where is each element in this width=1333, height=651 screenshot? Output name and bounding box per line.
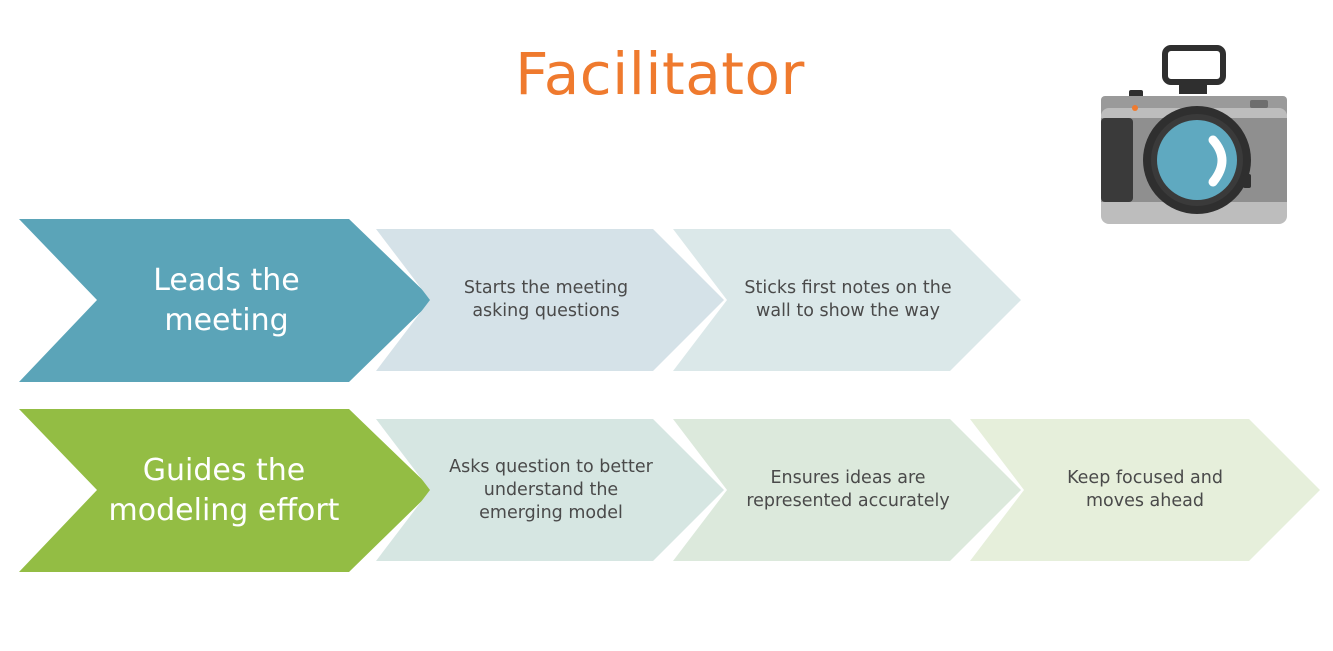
page-title: Facilitator: [515, 40, 805, 108]
row-1-head-chevron: Leads the meeting: [19, 219, 433, 382]
row-2-step-2-shape: [673, 419, 1021, 561]
row-2-step-1-shape: [376, 419, 724, 561]
row-1-step-2-label: Sticks first notes on the wall to show t…: [744, 278, 952, 321]
row-2-head-label: Guides the modeling effort: [108, 452, 340, 528]
row-2-head-chevron: Guides the modeling effort: [19, 409, 433, 572]
row-1-step-1-label: Starts the meeting asking questions: [463, 278, 629, 321]
row-1-step-2-shape: [673, 229, 1021, 371]
row-2-step-1-label: Asks question to better understand the e…: [449, 456, 653, 523]
row-2-step-3-label: Keep focused and moves ahead: [1067, 468, 1223, 511]
row-2-step-2-label: Ensures ideas are represented accurately: [746, 468, 950, 511]
row-1-head-label: Leads the meeting: [153, 262, 300, 338]
row-1-head-shape: [19, 219, 433, 382]
row-2-step-1-chevron: Asks question to better understand the e…: [376, 419, 724, 561]
row-1-step-2-chevron: Sticks first notes on the wall to show t…: [673, 229, 1021, 371]
camera-icon: [1095, 42, 1295, 236]
row-2-step-3-shape: [970, 419, 1320, 561]
row-2-head-shape: [19, 409, 433, 572]
row-2-step-3-chevron: Keep focused and moves ahead: [970, 419, 1320, 561]
row-1-step-1-shape: [376, 229, 724, 371]
row-1-step-1-chevron: Starts the meeting asking questions: [376, 229, 724, 371]
row-2-step-2-chevron: Ensures ideas are represented accurately: [673, 419, 1021, 561]
